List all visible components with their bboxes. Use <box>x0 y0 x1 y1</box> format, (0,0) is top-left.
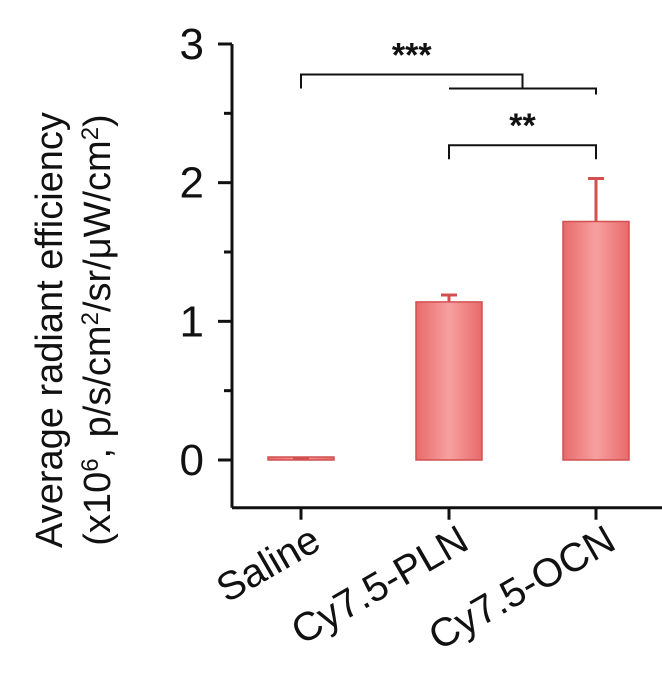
y-tick-label-3: 3 <box>180 20 204 69</box>
sig-group-line-0 <box>449 87 597 95</box>
bar-cy7-5-ocn <box>562 220 630 461</box>
bar-cy7-5-pln <box>415 301 483 461</box>
y-tick-label-2: 2 <box>180 159 204 208</box>
sig-label-1: ** <box>509 107 536 145</box>
y-tick-label-1: 1 <box>180 297 204 346</box>
y-axis-label-line1: Average radiant efficiency <box>29 112 71 548</box>
sig-label-0: *** <box>392 37 432 75</box>
y-axis-label-line2: (x106, p/s/cm2/sr/μW/cm2) <box>77 114 119 545</box>
sig-bracket-1 <box>448 144 597 160</box>
y-tick-label-0: 0 <box>180 436 204 485</box>
sig-bracket-0 <box>300 73 524 89</box>
x-tick-label-0: Saline <box>209 517 327 611</box>
